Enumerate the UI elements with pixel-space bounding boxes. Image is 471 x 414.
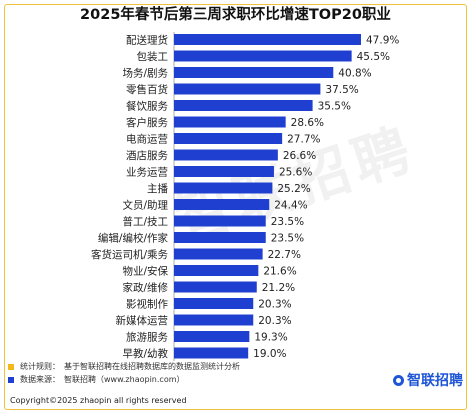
bar [174,298,254,309]
note-rule-label: 统计规则： [20,362,60,371]
copyright: Copyright©2025 zhaopin all rights reserv… [10,396,187,405]
value-label: 45.5% [357,51,390,63]
category-label: 普工/技工 [122,215,168,228]
bar [174,166,274,177]
zhaopin-logo: 智联招聘 [393,370,463,390]
bar [174,199,270,210]
category-label: 客货运司机/乘务 [91,248,169,261]
bar [174,67,334,78]
category-label: 文员/助理 [122,199,168,212]
bar [174,281,257,293]
value-label: 37.5% [325,84,358,96]
category-label: 电商运营 [126,133,168,146]
category-label: 酒店服务 [126,149,168,162]
bar [174,100,313,111]
chart-title: 2025年春节后第三周求职环比增速TOP20职业 [80,7,391,23]
bar [174,347,249,359]
value-label: 35.5% [318,101,351,113]
bar [174,50,352,62]
category-label: 家政/维修 [122,281,168,294]
value-label: 22.7% [268,249,301,261]
category-label: 零售百货 [126,83,168,96]
category-label: 包装工 [137,50,169,63]
note-source: 数据来源： 智联招聘（www.zhaopin.com） [8,373,240,386]
bar [174,83,321,95]
value-label: 21.2% [262,282,295,294]
value-label: 28.6% [291,117,324,129]
value-label: 25.2% [277,183,310,195]
category-label: 餐饮服务 [126,100,168,113]
category-label: 场务/剧务 [122,67,168,80]
value-label: 20.3% [258,315,291,327]
value-label: 25.6% [279,167,312,179]
value-label: 23.5% [271,233,304,245]
value-label: 20.3% [258,299,291,311]
value-label: 23.5% [271,216,304,228]
note-source-marker [8,376,14,383]
note-rule-text: 基于智联招聘在线招聘数据库的数据监测统计分析 [64,362,240,371]
value-label: 21.6% [263,266,296,278]
category-label: 物业/安保 [122,265,168,278]
category-label: 旅游服务 [126,331,168,344]
value-label: 27.7% [287,134,320,146]
category-label: 新媒体运营 [116,314,169,327]
value-label: 40.8% [338,68,371,80]
category-label: 主播 [147,182,168,195]
category-label: 业务运营 [126,166,168,179]
notes: 统计规则： 基于智联招聘在线招聘数据库的数据监测统计分析 数据来源： 智联招聘（… [8,360,240,386]
bar [174,182,273,194]
note-source-label: 数据来源： [20,375,60,384]
note-rule: 统计规则： 基于智联招聘在线招聘数据库的数据监测统计分析 [8,360,240,373]
bar [174,248,263,260]
value-label: 47.9% [366,35,399,47]
value-label: 26.6% [283,150,316,162]
category-label: 编辑/编校/作家 [98,232,169,245]
value-label: 19.3% [254,332,287,344]
category-label: 配送理货 [126,34,168,47]
bar [174,314,254,326]
logo-mark-icon [393,374,404,386]
note-rule-marker [8,363,14,370]
bar [174,331,250,342]
bar [174,215,266,227]
bar [174,133,283,144]
bar [174,116,286,128]
category-label: 客户服务 [126,116,168,129]
category-label: 影视制作 [126,298,168,311]
bar [174,265,259,276]
category-label: 早教/幼教 [122,347,168,360]
bar [174,232,266,243]
bar [174,34,361,45]
note-source-text: 智联招聘（www.zhaopin.com） [64,375,185,384]
value-label: 24.4% [274,200,307,212]
bar [174,149,278,161]
logo-text: 智联招聘 [407,373,463,389]
value-label: 19.0% [253,348,286,360]
